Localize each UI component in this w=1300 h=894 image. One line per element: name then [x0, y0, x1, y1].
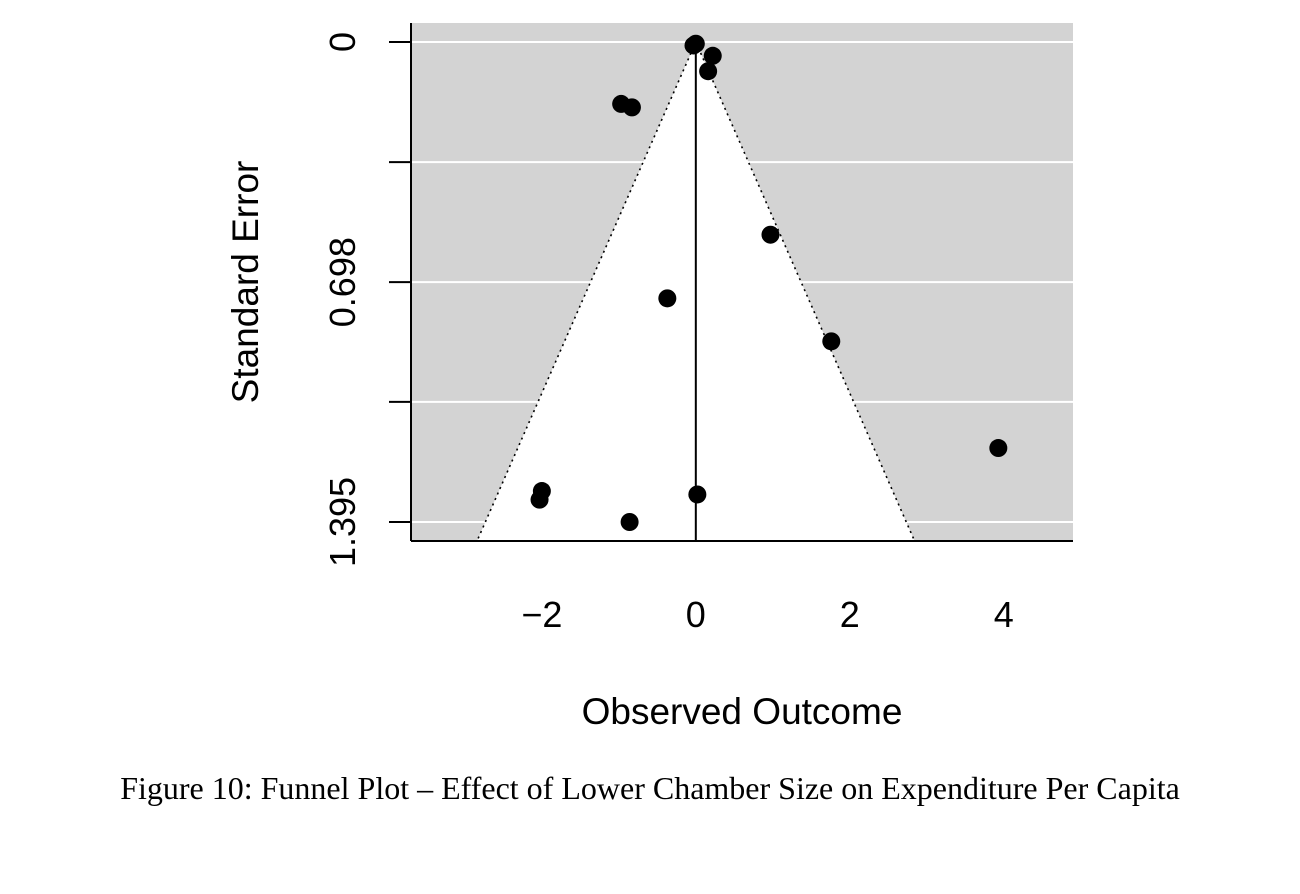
funnel-edges — [476, 41, 916, 541]
data-point — [658, 289, 677, 308]
axes: 0 0.698 1.395 −2 0 2 4 — [322, 23, 1073, 635]
funnel-edge-right — [695, 41, 916, 541]
x-tick-label: 2 — [840, 594, 860, 635]
x-tick-label: −2 — [521, 594, 562, 635]
data-point — [620, 513, 639, 531]
x-tick-label: 0 — [686, 594, 706, 635]
figure-caption: Figure 10: Funnel Plot – Effect of Lower… — [120, 770, 1180, 806]
funnel-edge-left — [476, 41, 697, 541]
y-tick-label: 0 — [322, 32, 363, 52]
data-point — [703, 46, 722, 65]
data-point — [688, 485, 707, 504]
x-axis-title: Observed Outcome — [582, 691, 903, 732]
y-tick-label: 0.698 — [322, 237, 363, 327]
data-point — [622, 98, 641, 117]
data-point — [822, 332, 841, 351]
data-points — [530, 34, 1008, 531]
y-tick-label: 1.395 — [322, 477, 363, 567]
data-point — [684, 36, 703, 55]
data-point — [530, 490, 549, 509]
data-point — [699, 62, 718, 81]
data-point — [761, 225, 780, 244]
y-axis-title: Standard Error — [225, 161, 266, 404]
x-tick-label: 4 — [994, 594, 1014, 635]
data-point — [989, 439, 1008, 458]
